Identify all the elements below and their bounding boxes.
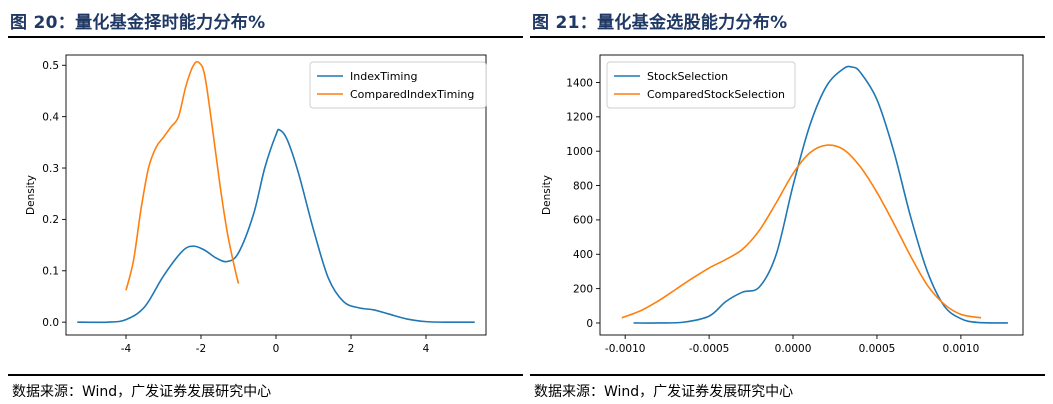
x-tick-label: 0 xyxy=(273,343,280,355)
bottom-rule xyxy=(8,374,523,376)
stock-selection-density-chart: -0.0010 -0.0005 0.0000 0.0005 0.0010 0 200 400 6… xyxy=(541,54,1024,355)
title-rule xyxy=(530,36,1045,38)
source-note: 数据来源：Wind，广发证券发展研究中心 xyxy=(534,384,794,400)
y-tick-label: 0 xyxy=(586,318,593,330)
title-rule xyxy=(8,36,523,38)
x-tick-label: 0.0005 xyxy=(859,343,896,355)
legend-box xyxy=(606,61,796,109)
y-tick-label: 1200 xyxy=(566,112,593,124)
y-tick-label: 600 xyxy=(573,215,593,227)
legend-label: ComparedStockSelection xyxy=(647,88,785,101)
x-tick-label: 0.0010 xyxy=(943,343,980,355)
figure-20-panel: 图 20：量化基金择时能力分布% -4 -2 0 2 4 0.0 0.1 0.2 0.3 0.4 0… xyxy=(8,0,525,404)
y-tick-label: 0.4 xyxy=(42,111,59,123)
y-axis-label: Density xyxy=(25,175,37,215)
x-tick-label: 4 xyxy=(423,343,430,355)
y-tick-label: 0.5 xyxy=(42,60,59,72)
x-tick-label: -2 xyxy=(196,343,206,355)
legend-label: IndexTiming xyxy=(350,70,417,83)
legend-box xyxy=(309,61,487,109)
legend-label: StockSelection xyxy=(647,70,728,83)
x-tick-label: -0.0010 xyxy=(605,343,646,355)
y-tick-label: 0.3 xyxy=(42,163,59,175)
y-tick-label: 0.1 xyxy=(42,266,59,278)
x-tick-label: -0.0005 xyxy=(689,343,730,355)
series-line-stockselection xyxy=(633,65,1008,324)
legend-label: ComparedIndexTiming xyxy=(350,88,474,101)
y-axis-label: Density xyxy=(541,175,553,215)
y-tick-label: 200 xyxy=(573,283,593,295)
y-tick-label: 400 xyxy=(573,249,593,261)
series-line-comparedstockselection xyxy=(621,144,982,319)
series-line-comparedindextiming xyxy=(125,60,240,291)
series-line-indextiming xyxy=(77,128,475,324)
y-tick-label: 0.2 xyxy=(42,214,59,226)
figure-21-panel: 图 21：量化基金选股能力分布% -0.0010 -0.0005 0.0000 0.0… xyxy=(530,0,1047,404)
x-tick-label: 0.0000 xyxy=(775,343,812,355)
source-note: 数据来源：Wind，广发证券发展研究中心 xyxy=(12,384,272,400)
y-tick-label: 0.0 xyxy=(42,317,59,329)
y-tick-label: 800 xyxy=(573,180,593,192)
x-tick-label: 2 xyxy=(348,343,355,355)
x-tick-label: -4 xyxy=(121,343,132,355)
figure-title: 图 21：量化基金选股能力分布% xyxy=(532,13,788,33)
figure-title: 图 20：量化基金择时能力分布% xyxy=(10,13,266,33)
bottom-rule xyxy=(530,374,1045,376)
y-tick-label: 1000 xyxy=(566,146,593,158)
plot-frame xyxy=(599,54,1024,336)
index-timing-density-chart: -4 -2 0 2 4 0.0 0.1 0.2 0.3 0.4 0.5 Density IndexTim… xyxy=(25,54,487,355)
y-tick-label: 1400 xyxy=(566,77,593,89)
